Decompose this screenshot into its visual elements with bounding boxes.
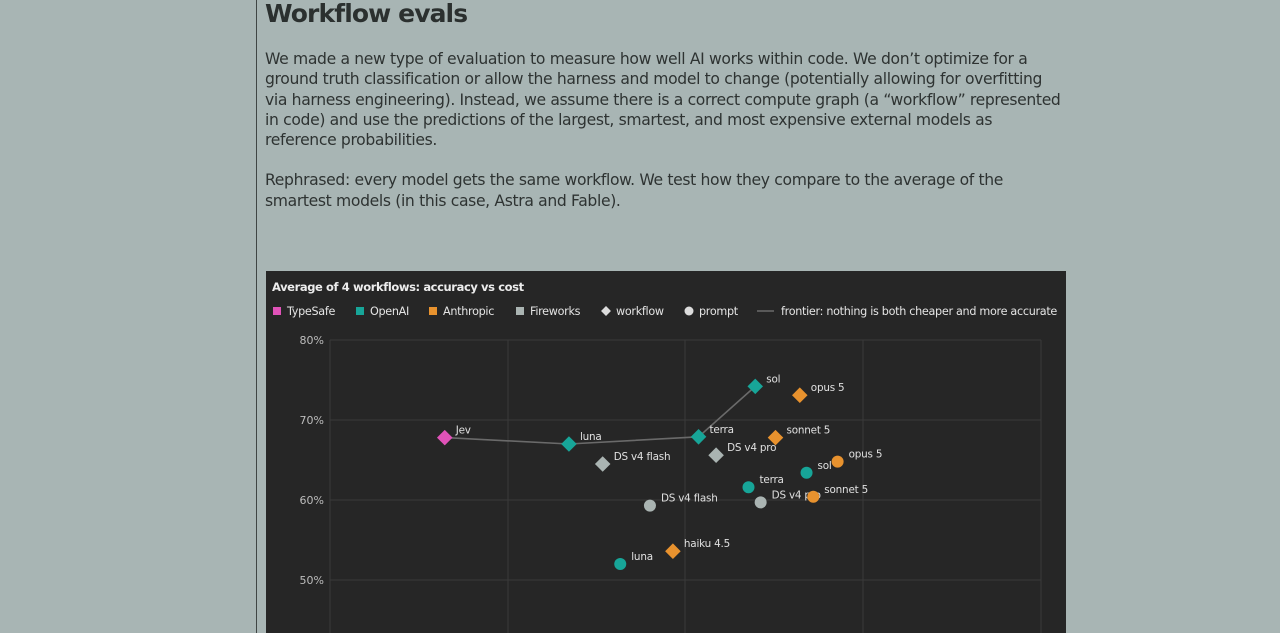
point-label: luna	[580, 431, 602, 443]
y-tick-label: 60%	[300, 494, 324, 507]
point-label: DS v4 flash	[661, 493, 718, 505]
point-diamond-luna	[561, 436, 577, 452]
y-tick-label: 50%	[300, 574, 324, 587]
point-circle-terra	[742, 481, 755, 494]
y-tick-label: 80%	[300, 334, 324, 347]
chart-title: Average of 4 workflows: accuracy vs cost	[272, 280, 525, 294]
point-label: luna	[631, 551, 653, 563]
point-label: sonnet 5	[824, 484, 868, 496]
page-title: Workflow evals	[265, 0, 468, 28]
legend-label: OpenAI	[370, 305, 409, 318]
point-label: haiku 4.5	[684, 538, 730, 550]
legend-diamond-icon	[601, 306, 611, 316]
legend-label: Anthropic	[443, 305, 494, 318]
point-label: sonnet 5	[787, 425, 831, 437]
point-label: DS v4 flash	[614, 451, 671, 463]
point-circle-luna	[614, 558, 627, 570]
legend-label: frontier: nothing is both cheaper and mo…	[781, 305, 1057, 318]
point-diamond-jev	[436, 429, 453, 446]
y-tick-label: 70%	[300, 414, 324, 427]
legend-swatch-typesafe	[273, 307, 281, 315]
legend-label: prompt	[699, 305, 739, 318]
legend-label: Fireworks	[530, 305, 581, 318]
legend-swatch-openai	[356, 307, 364, 315]
accuracy-cost-chart: Average of 4 workflows: accuracy vs cost…	[266, 271, 1066, 633]
point-diamond-opus-5	[792, 387, 808, 403]
point-label: DS v4 pro	[727, 442, 776, 454]
point-label: Jev	[455, 425, 471, 437]
point-circle-ds-v4-pro	[754, 496, 767, 509]
point-diamond-ds-v4-flash	[594, 456, 611, 472]
article: Workflow evals We made a new type of eva…	[265, 0, 1065, 211]
legend-swatch-anthropic	[429, 307, 437, 315]
legend-label: workflow	[616, 305, 664, 318]
point-label: terra	[710, 424, 734, 436]
legend-swatch-fireworks	[516, 307, 524, 315]
point-circle-opus-5	[831, 455, 844, 468]
legend-circle-icon	[684, 306, 694, 316]
intro-paragraph: We made a new type of evaluation to meas…	[265, 50, 1061, 150]
left-border	[256, 0, 257, 633]
legend-label: TypeSafe	[286, 305, 335, 318]
point-diamond-ds-v4-pro	[708, 447, 724, 463]
point-label: terra	[760, 474, 784, 486]
point-diamond-haiku-4-5	[665, 543, 681, 559]
point-circle-ds-v4-flash	[643, 499, 656, 512]
point-circle-sonnet-5	[807, 490, 820, 503]
point-label: opus 5	[811, 382, 845, 394]
point-circle-sol	[800, 466, 813, 479]
point-label: sol	[818, 460, 832, 472]
point-diamond-terra	[690, 429, 707, 445]
point-label: sol	[766, 373, 780, 385]
point-label: opus 5	[849, 449, 883, 461]
frontier-line	[444, 385, 756, 445]
rephrased-paragraph: Rephrased: every model gets the same wor…	[265, 171, 1004, 210]
chart-svg: Average of 4 workflows: accuracy vs cost…	[272, 280, 1058, 633]
